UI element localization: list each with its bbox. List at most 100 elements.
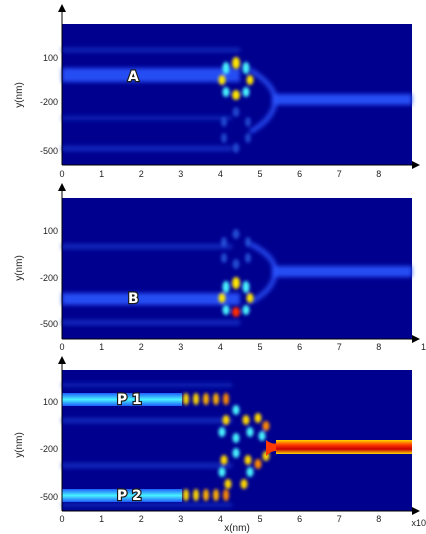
x-tick-label: 8 bbox=[376, 342, 381, 352]
panel-2-mode-lobe bbox=[242, 305, 250, 315]
panel-2-mode-lobe bbox=[242, 281, 250, 293]
panel-3: P 1 P 2 100 -200 -500 y(nm) 0 1 2 3 4 5 6 7 8 x(… bbox=[14, 356, 426, 534]
panel-2-mode-lobe bbox=[222, 305, 230, 315]
panel-2-field bbox=[62, 241, 412, 325]
panel-1-resonator-upper bbox=[218, 57, 254, 100]
panel-1-mode-lobe bbox=[232, 107, 240, 117]
panel-3-mode-lobe bbox=[246, 467, 254, 477]
x-tick-label: 5 bbox=[257, 342, 262, 352]
x-tick-label: 7 bbox=[337, 342, 342, 352]
x-tick-label: 2 bbox=[139, 342, 144, 352]
panel-2-mode-lobe bbox=[222, 281, 230, 293]
panel-2-input-guide-lower-outer bbox=[62, 320, 240, 325]
x-tick-label: 6 bbox=[297, 514, 302, 524]
panel-3-mode-lobe bbox=[223, 489, 229, 501]
panel-3-y-tick: 100 bbox=[43, 397, 58, 407]
x-tick-label: 7 bbox=[337, 514, 342, 524]
panel-3-mode-lobe bbox=[222, 415, 230, 425]
panel-3-y-axis-arrow bbox=[58, 356, 66, 364]
panel-1-x-ticks: 0 1 2 3 4 5 6 7 8 bbox=[59, 169, 381, 179]
panel-1-input-guide-lower bbox=[62, 146, 232, 151]
panel-3-p2-lobes bbox=[183, 489, 229, 501]
panel-2-mode-lobe bbox=[246, 293, 254, 303]
panel-1-mode-lobe bbox=[221, 133, 227, 143]
panel-3-y-tick: -200 bbox=[40, 444, 58, 454]
panel-3-guides bbox=[62, 383, 232, 507]
panel-3-mode-lobe bbox=[223, 393, 229, 405]
x-tick-label: 3 bbox=[178, 342, 183, 352]
panel-1-mode-lobe bbox=[232, 57, 240, 69]
panel-3-guide-faint bbox=[62, 463, 232, 468]
panel-2-x-axis-arrow bbox=[412, 335, 420, 343]
panel-1-mode-lobe bbox=[221, 117, 227, 127]
panel-3-mode-lobe bbox=[242, 415, 250, 425]
panel-3-mode-lobe bbox=[254, 459, 262, 469]
panel-2-x-end-label: 1 bbox=[421, 342, 426, 352]
panel-1-input-guide-mid bbox=[62, 116, 232, 120]
panel-3-resonator-upper bbox=[218, 405, 270, 443]
panel-2-mode-lobe bbox=[221, 253, 227, 263]
panel-3-guide-faint bbox=[62, 503, 232, 507]
panel-3-y-label: y(nm) bbox=[14, 432, 25, 458]
panel-3-mode-lobe bbox=[240, 479, 248, 489]
panel-3-mode-lobe bbox=[218, 467, 226, 477]
panel-2-mode-lobe bbox=[232, 307, 240, 317]
panel-3-mode-lobe bbox=[258, 431, 266, 441]
x-tick-label: 6 bbox=[297, 169, 302, 179]
panel-2-mode-lobe bbox=[218, 293, 226, 303]
panel-3-x-end-label: x10 bbox=[411, 518, 426, 528]
panel-2-annotation: B bbox=[128, 291, 139, 307]
x-tick-label: 3 bbox=[178, 169, 183, 179]
panel-3-mode-lobe bbox=[254, 413, 262, 423]
panel-3-annotation-p2: P 2 bbox=[117, 488, 142, 504]
panel-2-y-tick: -200 bbox=[40, 273, 58, 283]
panel-2-input-guide-upper bbox=[62, 244, 232, 249]
panel-3-mode-lobe bbox=[262, 421, 270, 431]
panel-2-x-ticks: 0 1 2 3 4 5 6 7 8 bbox=[59, 342, 381, 352]
panel-3-taper bbox=[266, 440, 278, 456]
panel-1-mode-lobe bbox=[222, 87, 230, 97]
panel-2-mode-lobe bbox=[232, 229, 240, 239]
panel-2-y-axis-arrow bbox=[58, 183, 66, 191]
panel-2-mode-lobe bbox=[232, 259, 240, 269]
x-tick-label: 1 bbox=[99, 342, 104, 352]
panel-3-y-tick: -500 bbox=[40, 492, 58, 502]
panel-2-y-label: y(nm) bbox=[14, 255, 25, 281]
panel-1-mode-lobe bbox=[242, 87, 250, 97]
x-tick-label: 5 bbox=[257, 514, 262, 524]
panel-2: B 100 -200 -500 y(nm) 0 1 2 3 4 5 6 7 8 1 bbox=[14, 183, 426, 352]
panel-3-annotation-p1: P 1 bbox=[117, 392, 142, 408]
panel-3-mode-lobe bbox=[246, 427, 254, 437]
panel-1-input-guide-upper bbox=[62, 68, 240, 82]
x-tick-label: 4 bbox=[218, 514, 223, 524]
panel-3-p1-lobes bbox=[183, 393, 229, 405]
panel-3-input-guide-p1 bbox=[62, 393, 182, 406]
panel-3-output-guide bbox=[276, 440, 412, 454]
panel-3-mode-lobe bbox=[244, 455, 252, 465]
panel-3-x-ticks: 0 1 2 3 4 5 6 7 8 bbox=[59, 514, 381, 524]
x-tick-label: 6 bbox=[297, 342, 302, 352]
panel-3-mode-lobe bbox=[203, 489, 209, 501]
x-tick-label: 0 bbox=[59, 514, 64, 524]
panel-2-input-guide-lower bbox=[62, 293, 240, 305]
panel-1-coupler-arc bbox=[248, 67, 278, 135]
panel-2-resonator-lower bbox=[218, 277, 254, 317]
panel-3-mode-lobe bbox=[193, 489, 199, 501]
panel-3-mode-lobe bbox=[203, 393, 209, 405]
x-tick-label: 1 bbox=[99, 169, 104, 179]
panel-2-mode-lobe bbox=[221, 237, 227, 247]
panel-1-field bbox=[62, 48, 412, 151]
x-tick-label: 5 bbox=[257, 169, 262, 179]
panel-1-mode-lobe bbox=[245, 133, 251, 143]
x-tick-label: 1 bbox=[99, 514, 104, 524]
panel-1-mode-lobe bbox=[232, 143, 240, 153]
panel-1-mode-lobe bbox=[246, 75, 254, 85]
panel-3-mode-lobe bbox=[224, 479, 232, 489]
panel-2-y-tick: -500 bbox=[40, 319, 58, 329]
panel-3-input-guide-p2 bbox=[62, 489, 182, 502]
panel-3-guide-faint bbox=[62, 383, 232, 387]
panel-1-mode-lobe bbox=[232, 90, 240, 100]
x-tick-label: 2 bbox=[139, 169, 144, 179]
panel-2-y-tick: 100 bbox=[43, 226, 58, 236]
